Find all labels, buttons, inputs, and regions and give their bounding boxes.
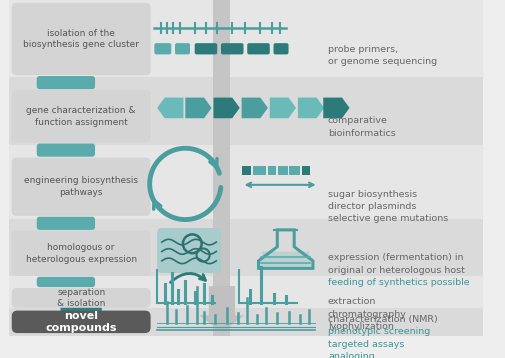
Bar [9,308,483,336]
Text: targeted assays: targeted assays [328,340,405,349]
Text: engineering biosynthesis
pathways: engineering biosynthesis pathways [24,176,138,197]
Polygon shape [199,286,244,332]
Polygon shape [323,98,349,118]
Text: chromatography: chromatography [328,310,407,319]
Text: homologous or
heterologous expression: homologous or heterologous expression [26,243,137,263]
FancyBboxPatch shape [37,217,95,230]
Bar [9,0,483,77]
Bar [9,77,483,145]
Polygon shape [45,308,117,332]
Text: phenotypic screening: phenotypic screening [328,328,430,337]
Polygon shape [270,98,296,118]
FancyBboxPatch shape [12,158,150,216]
Text: analoging: analoging [328,352,375,358]
Text: expression (fermentation) in: expression (fermentation) in [328,253,464,262]
Text: original or heterologous host: original or heterologous host [328,266,465,275]
Polygon shape [298,98,324,118]
Text: extraction: extraction [328,297,376,306]
Text: or genome sequencing: or genome sequencing [328,57,437,66]
Polygon shape [261,251,311,266]
Text: characterization (NMR): characterization (NMR) [328,315,438,324]
Bar [214,0,230,336]
Text: lyophylization: lyophylization [328,322,394,331]
FancyBboxPatch shape [12,90,150,142]
Polygon shape [185,98,212,118]
Bar [289,166,300,175]
Bar [241,166,251,175]
Bar [278,166,288,175]
Text: feeding of synthetics possible: feeding of synthetics possible [328,278,470,287]
FancyBboxPatch shape [37,76,95,89]
Text: bioinformatics: bioinformatics [328,129,396,137]
Polygon shape [214,98,240,118]
Polygon shape [241,98,268,118]
Bar [268,166,276,175]
FancyBboxPatch shape [157,228,221,273]
Text: novel
compounds: novel compounds [45,311,117,333]
FancyBboxPatch shape [175,43,190,54]
FancyBboxPatch shape [274,43,288,54]
FancyBboxPatch shape [12,3,150,75]
Text: selective gene mutations: selective gene mutations [328,214,448,223]
FancyBboxPatch shape [12,231,150,276]
Bar [9,145,483,219]
Polygon shape [157,98,183,118]
FancyBboxPatch shape [37,277,95,287]
Text: separation
& isolation: separation & isolation [57,288,106,308]
Text: sugar biosynthesis: sugar biosynthesis [328,189,417,199]
Bar [9,219,483,276]
Text: probe primers,: probe primers, [328,45,398,54]
Text: gene characterization &
function assignment: gene characterization & function assignm… [26,106,136,127]
FancyBboxPatch shape [195,43,217,54]
FancyBboxPatch shape [12,288,150,308]
FancyBboxPatch shape [247,43,270,54]
Bar [9,276,483,308]
Text: isolation of the
biosynthesis gene cluster: isolation of the biosynthesis gene clust… [23,29,139,49]
Text: comparative: comparative [328,116,388,125]
FancyBboxPatch shape [37,144,95,157]
Text: director plasminds: director plasminds [328,202,416,211]
FancyBboxPatch shape [155,43,171,54]
FancyBboxPatch shape [12,311,150,333]
FancyBboxPatch shape [221,43,243,54]
Bar [301,166,310,175]
Bar [253,166,266,175]
